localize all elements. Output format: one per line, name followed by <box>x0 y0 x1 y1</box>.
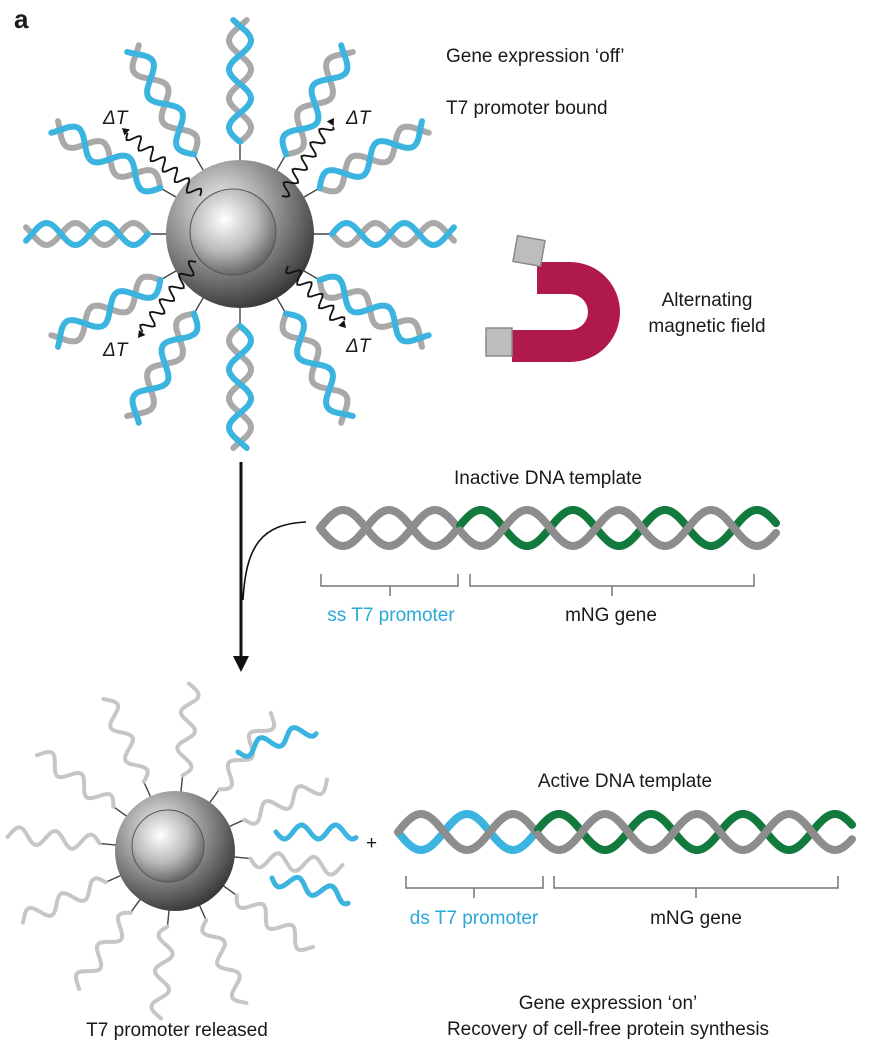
heat-release-waves <box>122 118 346 338</box>
ss-promoter-label: ss T7 promoter <box>327 605 455 626</box>
active-brackets <box>405 876 839 898</box>
delta-t-labels: ΔT ΔT ΔT ΔT <box>102 108 372 361</box>
active-gene-label: mNG gene <box>650 908 742 929</box>
ds-promoter-label: ds T7 promoter <box>409 908 539 929</box>
plus-sign: + <box>366 833 378 854</box>
inactive-gene-label: mNG gene <box>565 605 657 626</box>
promoter-released-label: T7 promoter released <box>86 1020 268 1041</box>
active-template-title: Active DNA template <box>537 771 713 792</box>
promoter-bound-label: T7 promoter bound <box>446 98 608 119</box>
magnet-label-line2: magnetic field <box>648 316 766 337</box>
active-dna-template <box>394 810 856 854</box>
delta-t-label: ΔT <box>102 340 129 361</box>
magnetic-nanoparticle-bottom <box>115 791 235 911</box>
delta-t-label: ΔT <box>345 108 372 129</box>
bound-promoter-helices <box>23 17 457 451</box>
inactive-template-title: Inactive DNA template <box>454 468 642 489</box>
released-strands <box>5 681 359 1021</box>
delta-t-label: ΔT <box>102 108 129 129</box>
magnet-icon <box>485 234 620 362</box>
inactive-brackets <box>320 574 755 596</box>
state-on-label: Gene expression ‘on’ <box>518 993 698 1014</box>
inactive-dna-template <box>316 506 780 550</box>
delta-t-label: ΔT <box>345 336 372 357</box>
recovery-label: Recovery of cell-free protein synthesis <box>446 1019 770 1040</box>
magnet-label-line1: Alternating <box>661 290 753 311</box>
panel-label: a <box>14 4 29 34</box>
process-arrow <box>233 462 307 672</box>
magnetic-nanoparticle-top <box>166 160 314 308</box>
state-off-label: Gene expression ‘off’ <box>446 46 625 67</box>
